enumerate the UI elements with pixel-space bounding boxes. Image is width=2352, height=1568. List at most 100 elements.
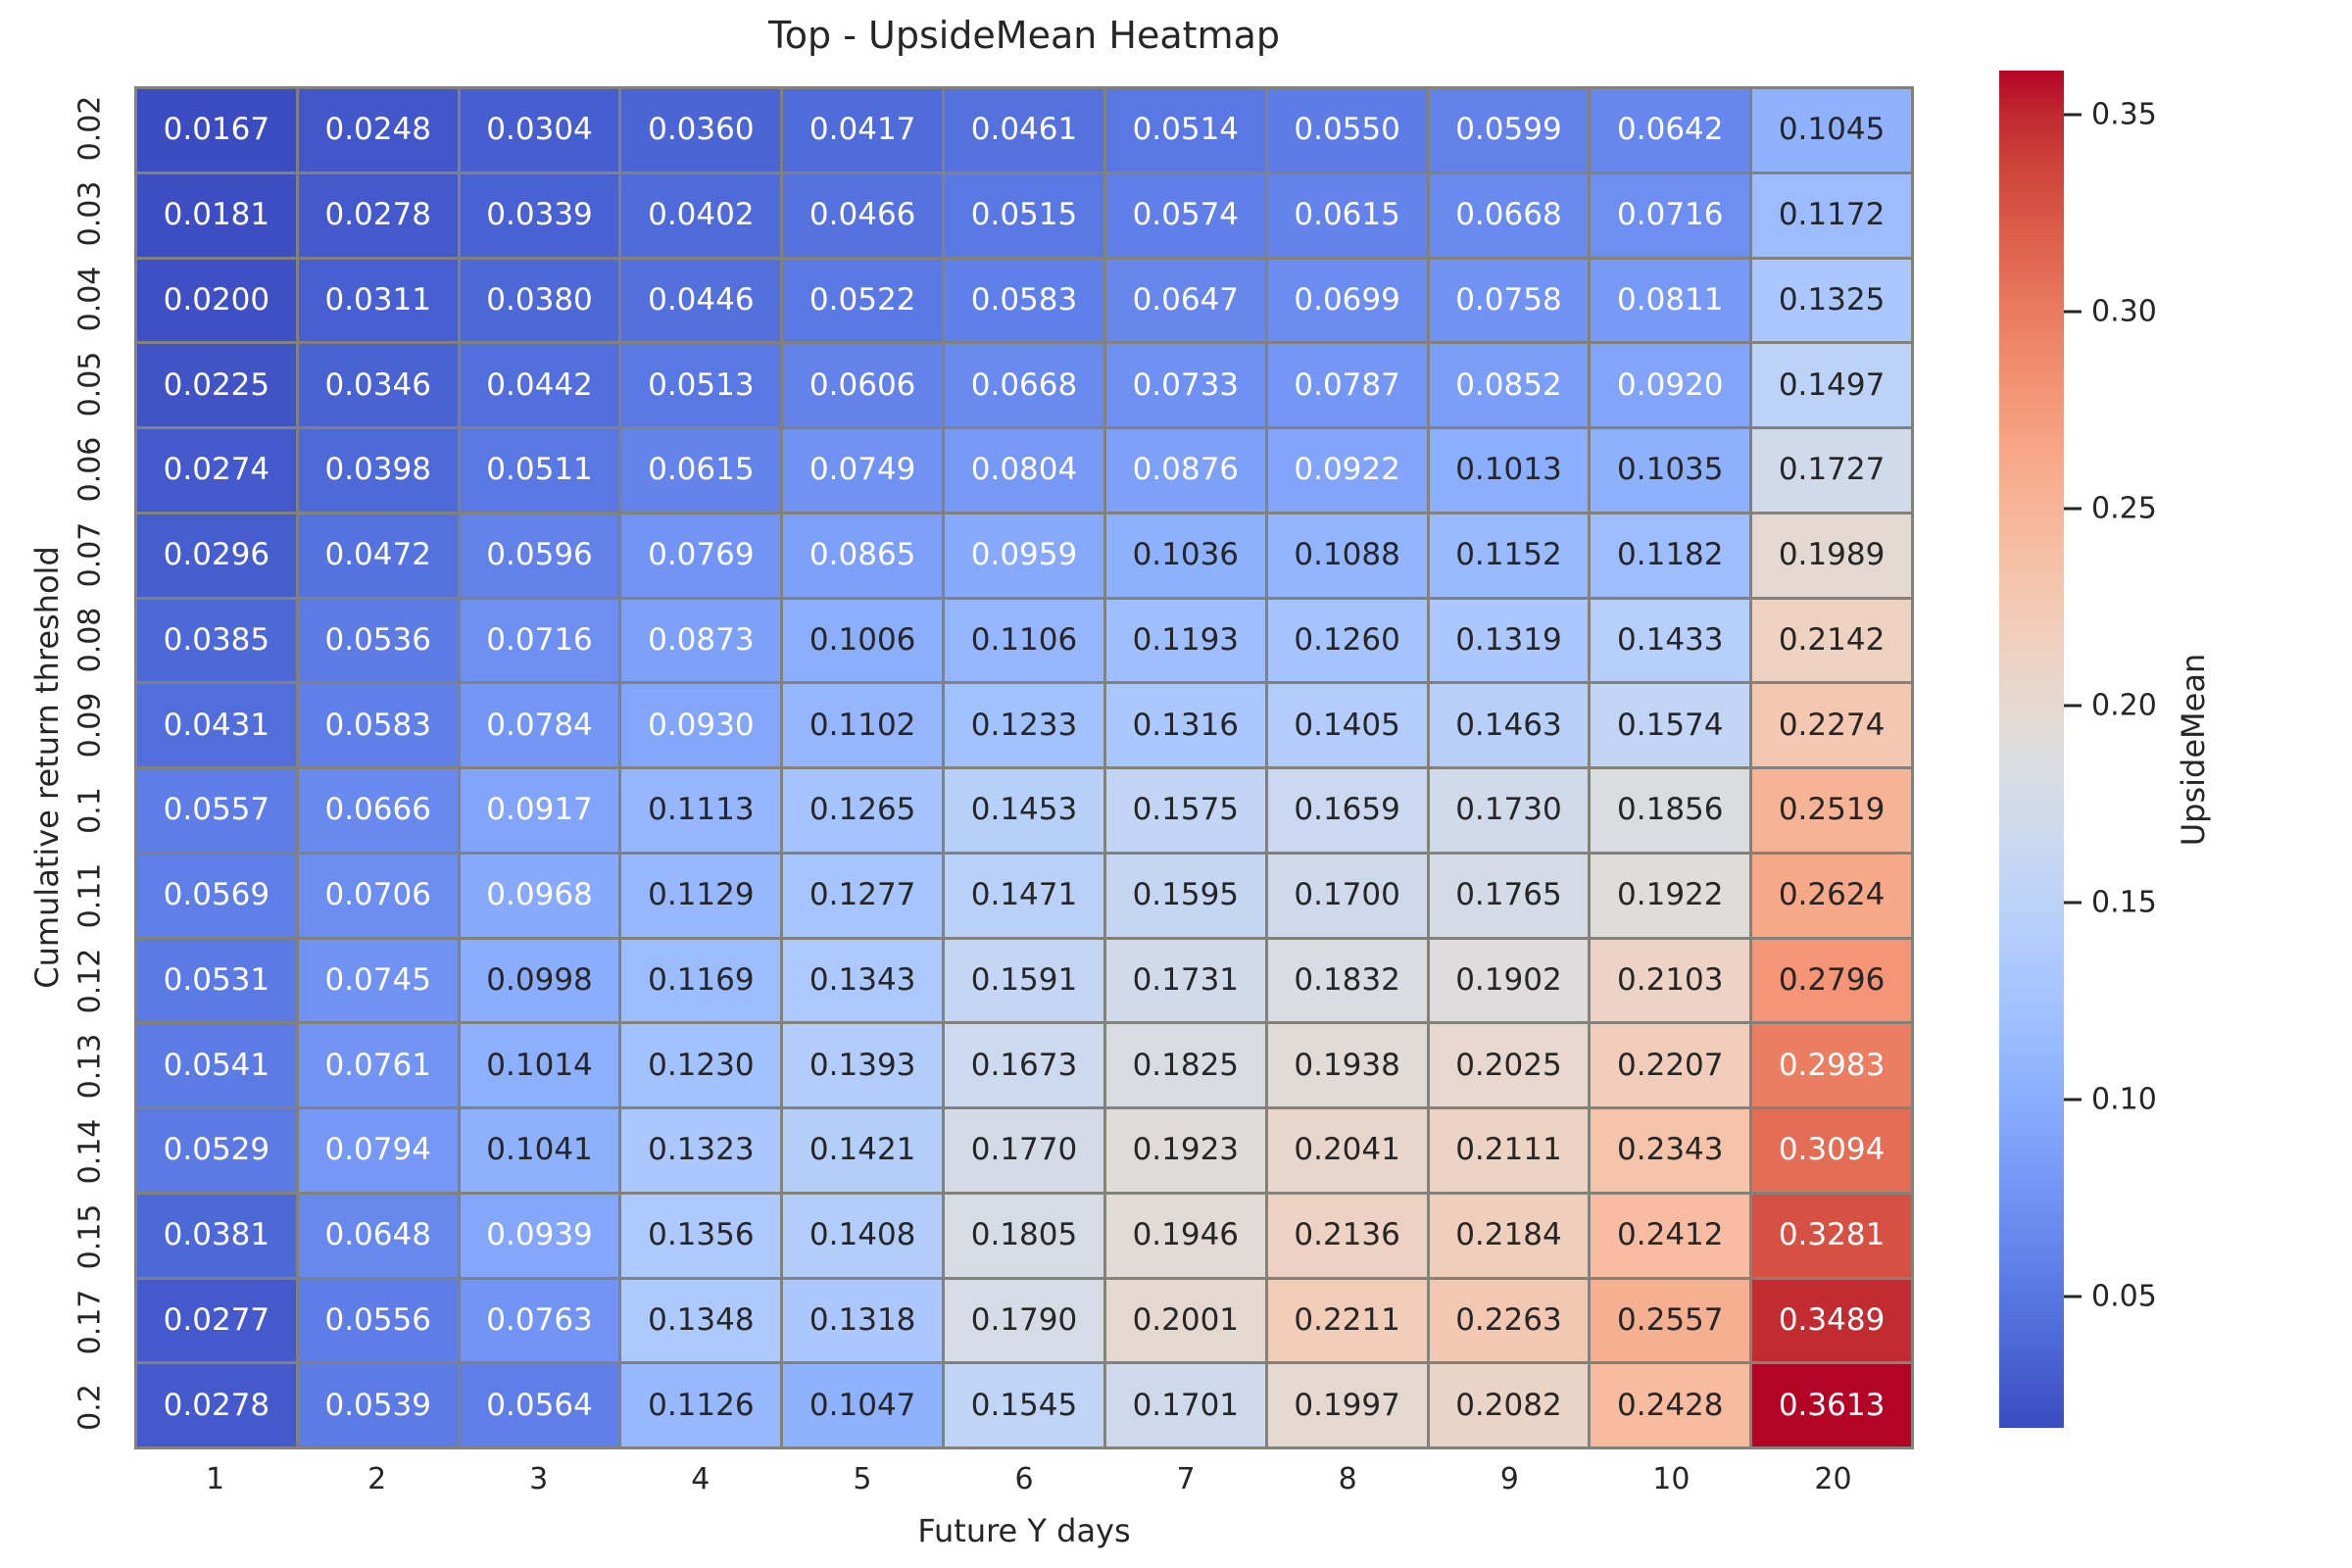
heatmap-cell: 0.2136 [1267,1194,1427,1277]
heatmap-cell: 0.1265 [783,769,943,852]
heatmap-cell: 0.1129 [621,854,781,937]
heatmap-cell: 0.0599 [1429,89,1589,172]
heatmap-cell: 0.1923 [1105,1109,1265,1192]
heatmap-cell: 0.3613 [1752,1364,1911,1446]
y-tick-label: 0.04 [73,266,108,332]
heatmap-cell: 0.0181 [137,173,296,257]
heatmap-cell: 0.1393 [783,1024,943,1106]
heatmap-cell: 0.1770 [945,1109,1103,1192]
heatmap-cell: 0.0536 [298,599,458,682]
y-tick-label: 0.08 [73,607,108,673]
heatmap-cell: 0.1545 [945,1364,1103,1446]
heatmap-cell: 0.1497 [1752,344,1911,426]
heatmap-cell: 0.0248 [298,89,458,172]
x-tick-label: 5 [853,1462,872,1496]
heatmap-cell: 0.2519 [1752,769,1911,852]
heatmap-cell: 0.0529 [137,1109,296,1192]
heatmap-cell: 0.0930 [621,684,781,766]
heatmap-cell: 0.2207 [1591,1024,1750,1106]
heatmap-cell: 0.1316 [1105,684,1265,766]
heatmap-cell: 0.0873 [621,599,781,682]
heatmap-cell: 0.0539 [298,1364,458,1446]
heatmap-cell: 0.0968 [460,854,619,937]
heatmap-cell: 0.1825 [1105,1024,1265,1106]
heatmap-cell: 0.0922 [1267,429,1427,512]
heatmap-cell: 0.1014 [460,1024,619,1106]
heatmap-cell: 0.0569 [137,854,296,937]
heatmap-cell: 0.2983 [1752,1024,1911,1106]
y-tick-label: 0.06 [73,436,108,503]
heatmap-cell: 0.1673 [945,1024,1103,1106]
heatmap-cell: 0.0472 [298,514,458,597]
heatmap-cell: 0.1856 [1591,769,1750,852]
y-tick-label: 0.07 [73,521,108,588]
heatmap-cell: 0.0556 [298,1279,458,1362]
heatmap-cell: 0.0761 [298,1024,458,1106]
y-tick-label: 0.2 [73,1383,108,1431]
heatmap-cell: 0.1230 [621,1024,781,1106]
x-tick-label: 20 [1814,1462,1852,1496]
heatmap-cell: 0.1421 [783,1109,943,1192]
heatmap-cell: 0.0648 [298,1194,458,1277]
heatmap-cell: 0.2142 [1752,599,1911,682]
heatmap-cell: 0.0311 [298,259,458,342]
heatmap-cell: 0.0784 [460,684,619,766]
heatmap-cell: 0.0787 [1267,344,1427,426]
heatmap-cell: 0.2111 [1429,1109,1589,1192]
x-axis-label: Future Y days [917,1512,1131,1549]
colorbar-tick-mark [2064,704,2082,708]
heatmap-cell: 0.0461 [945,89,1103,172]
heatmap-cell: 0.1471 [945,854,1103,937]
heatmap-cell: 0.0278 [298,173,458,257]
heatmap-cell: 0.1323 [621,1109,781,1192]
colorbar-tick-label: 0.15 [2091,885,2157,920]
heatmap-cell: 0.0417 [783,89,943,172]
heatmap-cell: 0.1731 [1105,939,1265,1022]
heatmap-cell: 0.0515 [945,173,1103,257]
heatmap-cell: 0.2557 [1591,1279,1750,1362]
heatmap-cell: 0.1790 [945,1279,1103,1362]
heatmap-cell: 0.0531 [137,939,296,1022]
chart-title: Top - UpsideMean Heatmap [768,14,1280,57]
heatmap-cell: 0.0716 [1591,173,1750,257]
heatmap-cell: 0.1463 [1429,684,1589,766]
x-tick-label: 1 [205,1462,225,1496]
y-tick-label: 0.11 [73,862,108,929]
heatmap-cell: 0.2428 [1591,1364,1750,1446]
colorbar-tick-label: 0.05 [2091,1279,2157,1314]
heatmap-cell: 0.0402 [621,173,781,257]
heatmap-cell: 0.1047 [783,1364,943,1446]
heatmap-cell: 0.0381 [137,1194,296,1277]
heatmap-cell: 0.1318 [783,1279,943,1362]
heatmap-cell: 0.0596 [460,514,619,597]
x-tick-label: 2 [368,1462,387,1496]
heatmap-cell: 0.1126 [621,1364,781,1446]
x-tick-label: 9 [1499,1462,1519,1496]
heatmap-cell: 0.0574 [1105,173,1265,257]
heatmap-cell: 0.1260 [1267,599,1427,682]
heatmap-cell: 0.0446 [621,259,781,342]
heatmap-cell: 0.0959 [945,514,1103,597]
heatmap-cell: 0.1765 [1429,854,1589,937]
heatmap-cell: 0.2796 [1752,939,1911,1022]
heatmap-cell: 0.0606 [783,344,943,426]
colorbar [1999,71,2064,1428]
heatmap-cell: 0.0749 [783,429,943,512]
heatmap-cell: 0.3489 [1752,1279,1911,1362]
heatmap-cell: 0.2624 [1752,854,1911,937]
y-tick-label: 0.13 [73,1033,108,1100]
heatmap-cell: 0.1348 [621,1279,781,1362]
heatmap-cell: 0.0794 [298,1109,458,1192]
heatmap-cell: 0.1805 [945,1194,1103,1277]
heatmap-cell: 0.0583 [945,259,1103,342]
heatmap-cell: 0.1113 [621,769,781,852]
heatmap-cell: 0.1036 [1105,514,1265,597]
heatmap-cell: 0.0920 [1591,344,1750,426]
heatmap-cell: 0.0733 [1105,344,1265,426]
x-tick-label: 6 [1014,1462,1034,1496]
heatmap-cell: 0.1575 [1105,769,1265,852]
heatmap-cell: 0.0466 [783,173,943,257]
heatmap-cell: 0.1102 [783,684,943,766]
heatmap-cell: 0.1088 [1267,514,1427,597]
x-tick-label: 3 [529,1462,549,1496]
